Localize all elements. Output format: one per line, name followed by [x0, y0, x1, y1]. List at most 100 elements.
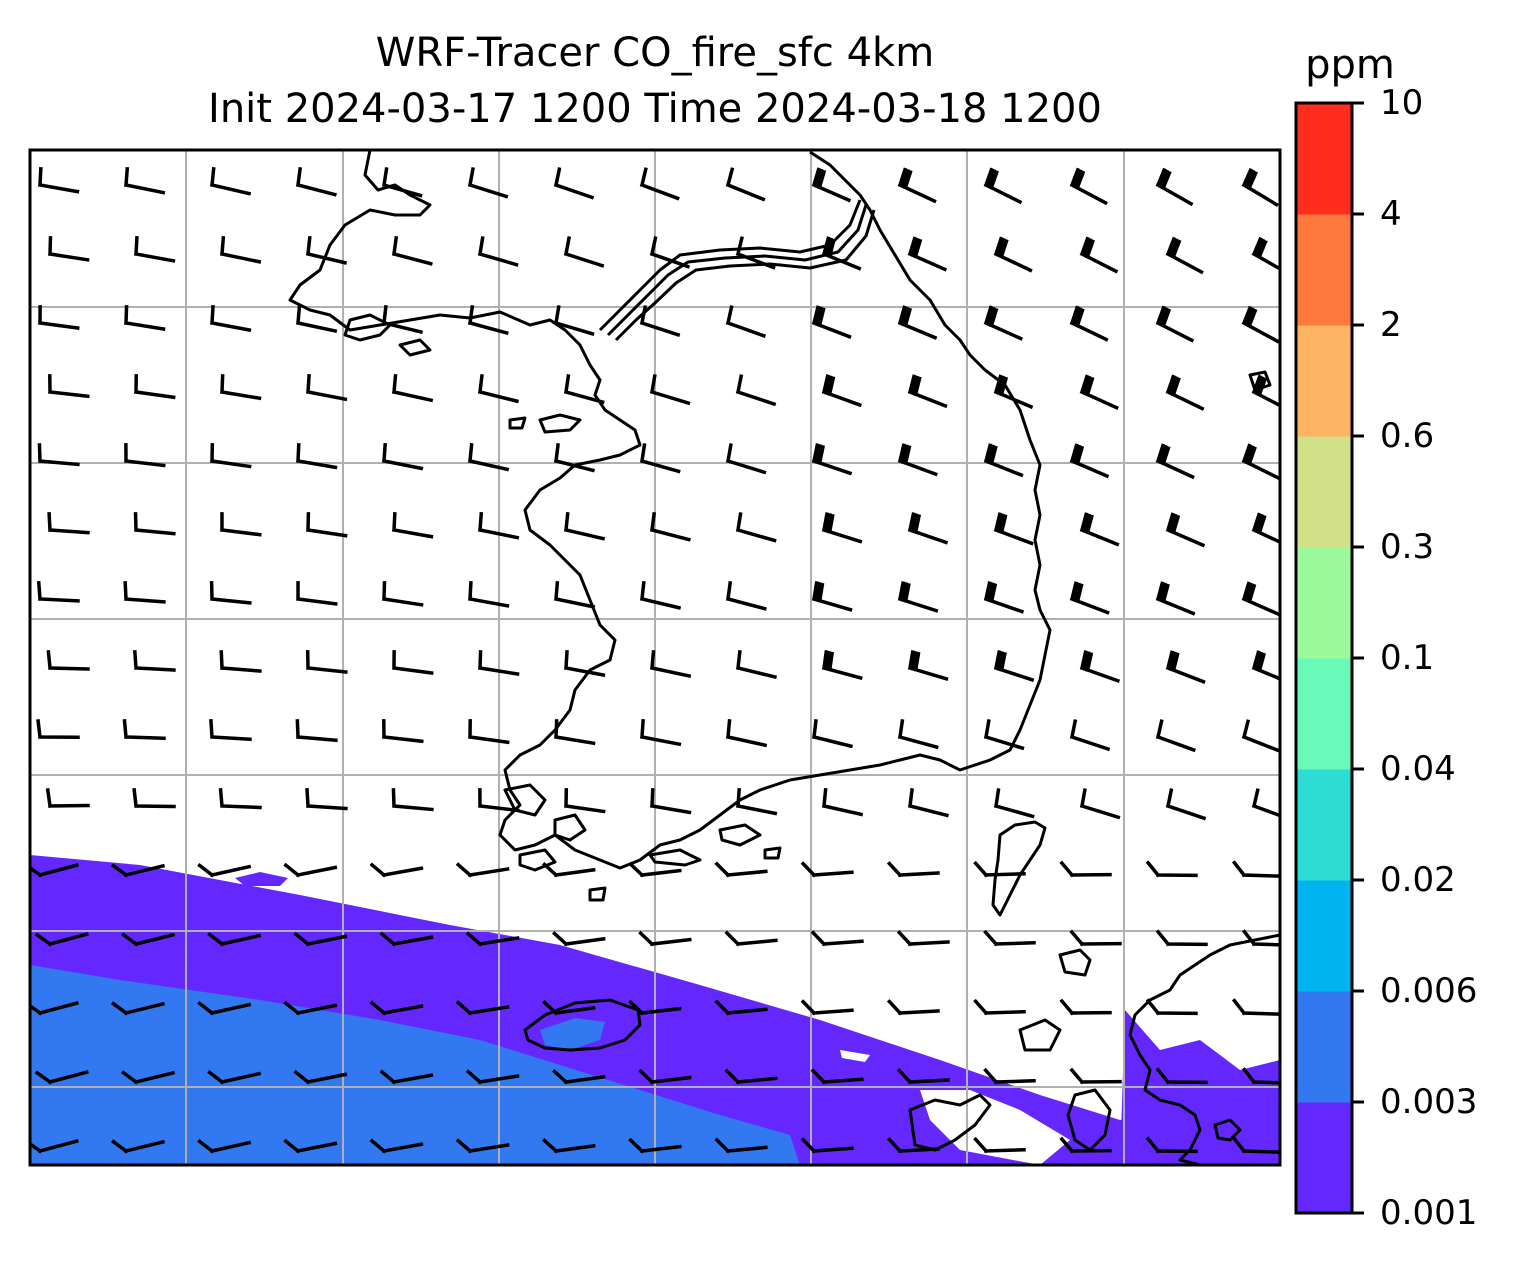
wind-barb	[563, 236, 605, 268]
wind-barb	[465, 1069, 520, 1085]
wind-barb	[983, 719, 1025, 751]
wind-barb	[120, 932, 176, 947]
wind-barb	[369, 862, 424, 878]
colorbar-ticks	[1352, 101, 1364, 1215]
colorbar-tick-label: 0.3	[1380, 527, 1435, 567]
wind-barb	[993, 512, 1034, 546]
wind-barb	[209, 305, 252, 333]
wind-barb	[305, 788, 348, 811]
wind-barb	[305, 236, 348, 265]
wind-barb	[725, 443, 767, 475]
wind-barb	[1165, 236, 1204, 275]
wind-barb	[467, 581, 510, 608]
colorbar-tick-label: 2	[1380, 305, 1402, 345]
gridlines	[30, 150, 1280, 1165]
wind-barb	[369, 1000, 424, 1016]
wind-barb	[1059, 1136, 1112, 1154]
wind-barb	[897, 719, 939, 750]
wind-barb	[1069, 581, 1110, 615]
wind-barb	[1155, 305, 1195, 343]
wind-barb	[467, 167, 509, 199]
border-line-3	[614, 209, 876, 342]
wind-barb	[306, 512, 348, 538]
wind-barb	[110, 863, 166, 878]
wind-barb	[1251, 374, 1280, 412]
wind-barb	[391, 788, 434, 812]
wind-barb	[639, 719, 682, 747]
wind-barb	[1251, 788, 1280, 822]
wind-barb	[1155, 1067, 1208, 1085]
wind-barb	[48, 374, 90, 399]
wind-barb	[477, 650, 520, 677]
wind-barb	[197, 863, 252, 878]
wind-barb	[36, 719, 80, 740]
wind-barb	[133, 236, 176, 263]
wind-barb	[553, 719, 596, 746]
wind-barb	[649, 650, 692, 679]
wind-barb	[110, 1139, 166, 1154]
coastlines	[288, 150, 1280, 1165]
wind-barb	[382, 581, 424, 607]
wind-barb	[379, 931, 434, 947]
wind-barb	[810, 930, 864, 947]
wind-barb	[134, 374, 176, 400]
colorbar-segment	[1296, 103, 1352, 215]
wind-barb	[724, 930, 778, 947]
wind-barb	[973, 998, 1026, 1016]
wind-barb	[30, 1139, 79, 1154]
wind-barb	[563, 374, 605, 405]
wind-barb	[123, 167, 166, 195]
wind-barb	[1241, 443, 1280, 481]
wind-barb	[714, 999, 768, 1016]
colorbar-segment	[1296, 547, 1352, 659]
wind-barb	[210, 443, 252, 469]
wind-barb	[564, 788, 606, 814]
colorbar-unit-label: ppm	[1305, 42, 1395, 88]
wind-barb	[714, 1137, 768, 1154]
wind-barb	[725, 719, 768, 748]
wind-barb	[1155, 167, 1194, 207]
wind-barb	[821, 374, 862, 408]
wind-barb	[1165, 788, 1207, 821]
wind-barb	[725, 581, 767, 611]
wind-barb	[628, 861, 682, 878]
wind-barb	[295, 443, 338, 470]
wind-barb	[305, 374, 348, 402]
map-panel	[30, 150, 1280, 1165]
wind-barb	[455, 1000, 510, 1016]
colorbar-tick-label: 0.6	[1380, 416, 1435, 456]
colorbar-segment	[1296, 436, 1352, 548]
wind-barb	[1241, 929, 1280, 947]
wind-barb	[897, 167, 937, 204]
wind-barb	[1069, 929, 1122, 947]
colorbar-tick-label: 0.003	[1380, 1082, 1478, 1122]
wind-barb	[1145, 998, 1198, 1016]
wind-barb	[1069, 1067, 1122, 1085]
colorbar-tick-label: 0.04	[1380, 749, 1456, 789]
colorbar-segment	[1296, 1102, 1352, 1214]
wind-barb	[993, 374, 1034, 410]
coastline-tsushima	[991, 820, 1047, 917]
border-line-1	[598, 199, 862, 332]
wind-barb	[907, 236, 948, 272]
wind-barb	[1145, 1136, 1198, 1154]
wind-barb	[47, 512, 90, 535]
wind-barb	[207, 1070, 262, 1085]
colorbar-segment	[1296, 214, 1352, 326]
wind-barb	[369, 1138, 424, 1154]
wind-barb	[283, 862, 338, 878]
wind-barb	[907, 650, 949, 682]
wind-barb	[983, 929, 1036, 947]
wind-barb	[983, 167, 1023, 205]
colorbar-segment	[1296, 991, 1352, 1103]
wind-barb	[30, 863, 79, 878]
wind-barb	[295, 305, 338, 334]
wind-barb	[207, 932, 262, 947]
co-fill-small-patch	[235, 872, 288, 886]
border-line-2	[606, 204, 868, 337]
wind-barb	[886, 861, 940, 878]
wind-barb	[467, 305, 509, 336]
wind-barb	[649, 374, 691, 406]
wind-barb	[1251, 512, 1280, 549]
